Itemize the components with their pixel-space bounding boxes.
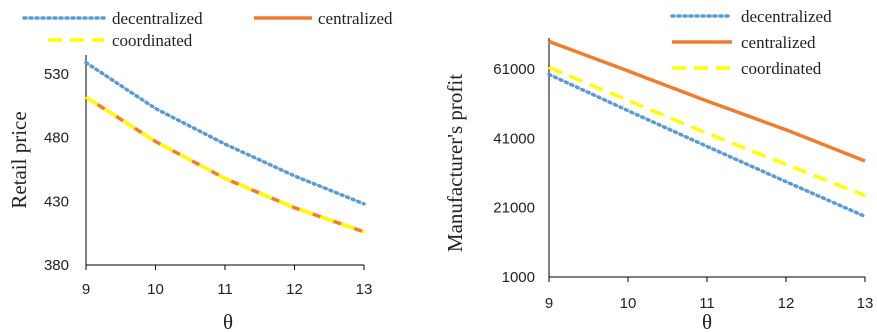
legend-label-decentralized: decentralized [112, 9, 203, 28]
retail-price-x-tick-1: 10 [147, 281, 164, 298]
retail-price-x-tick-2: 11 [217, 281, 233, 298]
legend-label-decentralized-2: decentralized [741, 7, 832, 26]
manufacturer-profit-x-tick-2: 11 [699, 295, 715, 312]
retail-price-y-ticks: 380 430 480 530 [44, 66, 69, 274]
manufacturer-profit-x-tick-3: 12 [778, 295, 795, 312]
manufacturer-profit-y-tick-2: 41000 [493, 130, 535, 147]
manufacturer-profit-y-ticks: 1000 21000 41000 61000 [493, 61, 535, 286]
manufacturer-profit-y-tick-1: 21000 [493, 200, 535, 217]
manufacturer-profit-y-tick-3: 61000 [493, 61, 535, 78]
manufacturer-profit-y-axis-label: Manufacturer's profit [443, 74, 467, 252]
retail-price-x-axis-label: θ [223, 310, 233, 332]
manufacturer-profit-y-tick-0: 1000 [502, 269, 535, 286]
retail-price-y-tick-2: 480 [44, 130, 69, 147]
legend-label-coordinated: coordinated [112, 31, 193, 50]
retail-price-x-tick-3: 12 [286, 281, 303, 298]
retail-price-legend: decentralized centralized coordinated [22, 9, 393, 50]
manufacturer-profit-series-decentralized [547, 72, 867, 219]
retail-price-series-decentralized [84, 60, 366, 206]
retail-price-y-tick-3: 530 [44, 66, 69, 83]
legend-label-coordinated-2: coordinated [741, 59, 822, 78]
retail-price-y-tick-0: 380 [44, 257, 69, 274]
retail-price-x-ticks: 9 10 11 12 13 [82, 265, 373, 298]
manufacturer-profit-x-ticks: 9 10 11 12 13 [545, 277, 874, 312]
retail-price-series-coordinated [85, 95, 365, 234]
manufacturer-profit-x-tick-0: 9 [545, 295, 553, 312]
legend-label-centralized: centralized [318, 9, 393, 28]
retail-price-series [84, 60, 366, 234]
manufacturer-profit-legend: decentralized centralized coordinated [670, 7, 832, 78]
manufacturer-profit-chart: decentralized centralized coordinated Ma… [443, 7, 873, 332]
retail-price-y-axis-label: Retail price [7, 111, 31, 208]
retail-price-x-tick-0: 9 [82, 281, 90, 298]
legend-label-centralized-2: centralized [741, 33, 816, 52]
manufacturer-profit-series-coordinated [548, 65, 866, 198]
retail-price-chart: decentralized centralized coordinated Re… [7, 9, 393, 332]
manufacturer-profit-series [547, 39, 867, 219]
manufacturer-profit-x-axis-label: θ [702, 310, 712, 332]
retail-price-y-tick-1: 430 [44, 193, 69, 210]
retail-price-x-tick-4: 13 [356, 281, 373, 298]
retail-price-series-centralized [85, 95, 365, 234]
manufacturer-profit-series-centralized [548, 39, 866, 163]
manufacturer-profit-x-tick-4: 13 [857, 295, 874, 312]
manufacturer-profit-x-tick-1: 10 [620, 295, 637, 312]
